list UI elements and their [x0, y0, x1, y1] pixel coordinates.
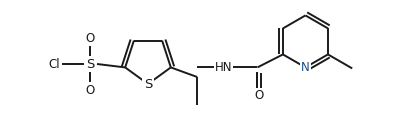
Text: N: N	[300, 61, 309, 74]
Text: S: S	[144, 77, 152, 91]
Text: O: O	[254, 89, 263, 102]
Text: Cl: Cl	[48, 58, 60, 70]
Text: S: S	[85, 58, 94, 70]
Text: O: O	[85, 32, 94, 44]
Text: O: O	[85, 84, 94, 96]
Text: HN: HN	[214, 61, 232, 74]
